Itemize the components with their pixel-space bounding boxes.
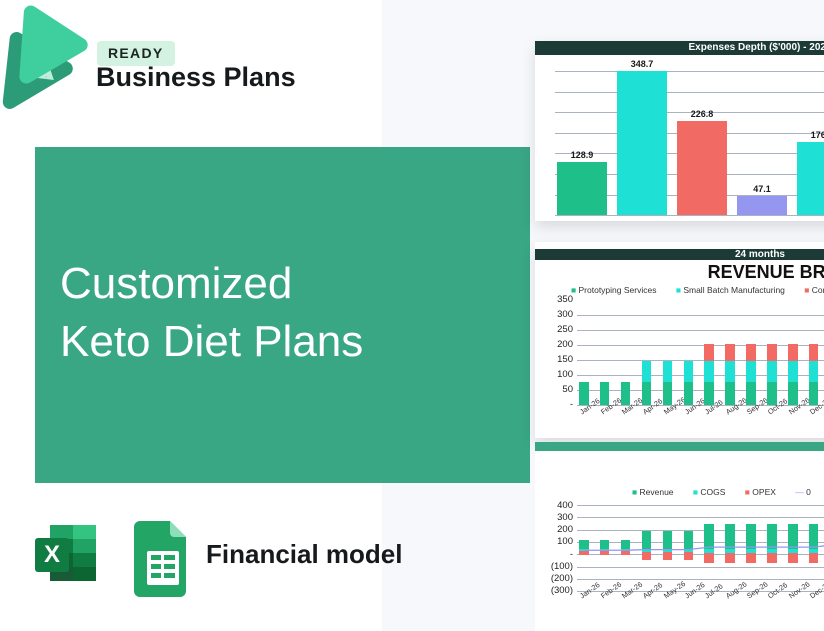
svg-text:X: X [44,541,60,568]
